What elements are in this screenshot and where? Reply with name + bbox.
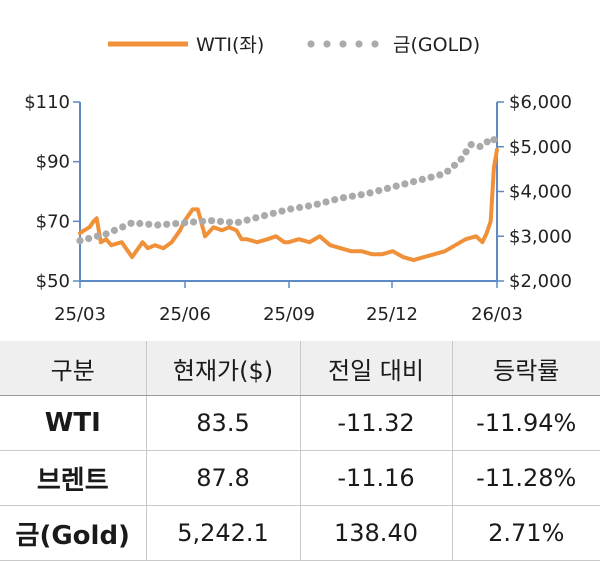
right-tick-label: $5,000 [509,137,572,158]
gold-point [269,209,277,217]
gold-point [313,200,321,208]
oil-gold-chart: WTI(좌) 금(GOLD) $50 $70 $90 $110 $2,000 $3,000… [24,34,572,325]
gold-point [483,138,491,146]
gold-point [163,220,171,228]
header-change: 전일 대비 [300,341,453,396]
gold-point [383,184,392,192]
gold-point [234,218,242,226]
gold-point [296,203,304,212]
gold-point [467,141,475,149]
gold-point [366,189,374,197]
gold-point [127,219,135,227]
row-price: 83.5 [146,395,301,451]
gold-point [199,217,207,225]
gold-point [339,194,348,202]
row-label: 브렌트 [0,450,147,506]
row-price: 5,242.1 [146,505,301,561]
left-tick-label: $70 [36,211,70,232]
x-tick-label: 26/03 [471,304,523,325]
gold-point [462,148,470,156]
x-tick-label: 25/12 [366,304,418,325]
gold-point [427,173,435,181]
row-label: 금(Gold) [0,505,147,561]
right-tick-label: $4,000 [509,182,572,203]
gold-point [410,178,418,186]
gold-point [322,198,330,206]
gold-point [93,232,101,240]
gold-point [304,202,313,210]
gold-point [287,205,295,213]
row-price: 87.8 [146,450,301,506]
gold-point [181,219,189,227]
legend-wti-label: WTI(좌) [196,34,264,56]
row-rate: -11.94% [452,395,600,451]
gold-point [85,234,93,243]
gold-point [154,221,162,229]
row-rate: 2.71% [452,505,600,561]
right-tick-label: $2,000 [509,271,572,292]
gold-point [331,196,339,204]
header-price: 현재가($) [146,341,301,396]
row-change: -11.32 [300,395,453,451]
gold-point [190,218,198,226]
gold-point [76,237,84,245]
price-table: 구분 현재가($) 전일 대비 등락률 WTI 83.5 -11.32 -11.… [0,341,600,561]
right-tick-label: $6,000 [509,92,572,113]
gold-point [119,223,127,231]
table-row: 금(Gold) 5,242.1 138.40 2.71% [0,505,600,561]
gold-point [208,217,216,225]
gold-point [348,192,356,200]
x-tick-label: 25/09 [263,304,315,325]
gold-point [216,217,225,226]
chart-axes: $50 $70 $90 $110 $2,000 $3,000 $4,000 $5,000 $6,… [24,92,572,325]
gold-point [145,220,153,228]
right-tick-label: $3,000 [509,226,572,247]
chart-legend: WTI(좌) 금(GOLD) [108,34,480,56]
row-change: -11.16 [300,450,453,506]
gold-point [401,180,409,188]
x-tick-label: 25/03 [54,304,106,325]
gold-series [76,136,498,245]
legend-gold-label: 금(GOLD) [393,34,480,56]
gold-point [375,187,383,195]
header-category: 구분 [0,341,147,396]
wti-series-line [78,147,499,263]
gold-point [252,214,260,222]
gold-point [436,171,444,179]
gold-point [110,226,118,234]
row-change: 138.40 [300,505,453,561]
gold-point [444,167,452,175]
gold-point [102,230,110,238]
gold-point [243,216,251,224]
left-tick-label: $90 [36,152,70,173]
table-row: WTI 83.5 -11.32 -11.94% [0,395,600,451]
row-rate: -11.28% [452,450,600,506]
gold-point [457,155,465,163]
x-tick-label: 25/06 [159,304,211,325]
gold-point [392,182,400,190]
legend-gold-swatch [307,40,379,48]
gold-point [136,219,144,228]
row-label: WTI [0,395,147,451]
left-tick-label: $110 [24,92,70,113]
gold-point [172,220,180,228]
left-tick-label: $50 [36,271,70,292]
gold-point [278,207,286,215]
header-rate: 등락률 [452,341,600,396]
gold-point [225,218,234,226]
chart-series [76,136,499,263]
table-header-row: 구분 현재가($) 전일 대비 등락률 [0,341,600,396]
gold-point [490,136,498,144]
gold-point [260,212,269,220]
gold-point [476,142,484,151]
table-row: 브렌트 87.8 -11.16 -11.28% [0,450,600,506]
gold-point [450,161,459,169]
gold-point [418,175,426,183]
gold-point [357,191,365,199]
